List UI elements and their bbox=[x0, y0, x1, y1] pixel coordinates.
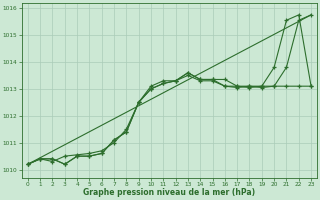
X-axis label: Graphe pression niveau de la mer (hPa): Graphe pression niveau de la mer (hPa) bbox=[84, 188, 256, 197]
